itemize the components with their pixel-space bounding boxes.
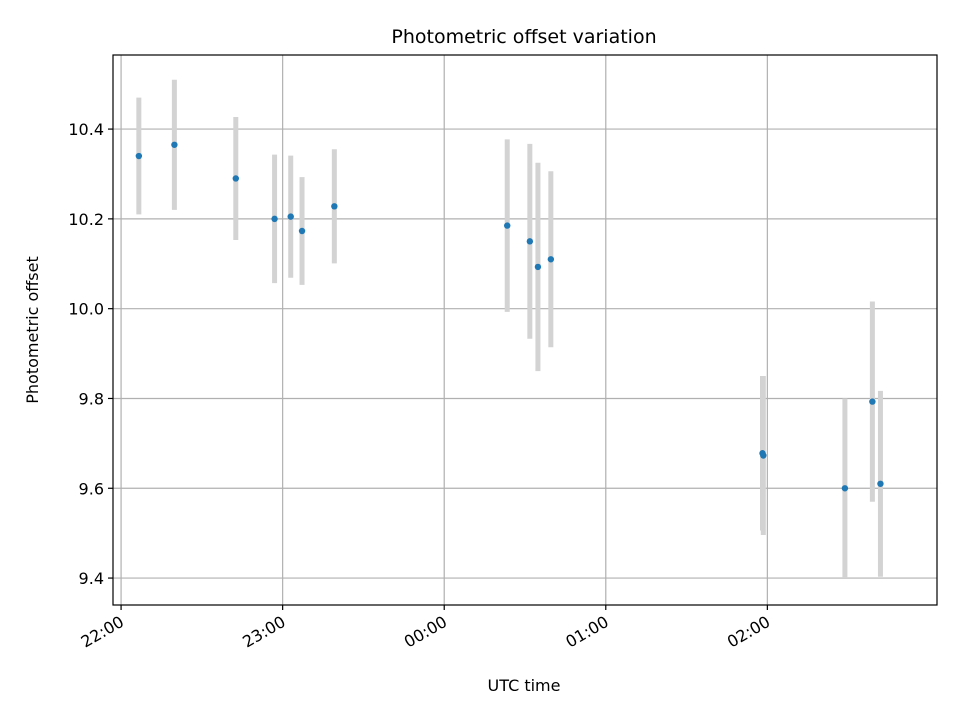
y-axis-label: Photometric offset <box>23 256 42 404</box>
data-point <box>547 256 555 263</box>
plot-frame <box>112 54 938 606</box>
x-axis-label: UTC time <box>488 676 561 695</box>
x-tick-label: 02:00 <box>724 612 773 652</box>
data-point <box>232 175 239 182</box>
y-tick-label: 10.0 <box>68 300 104 319</box>
data-points <box>135 141 884 492</box>
data-point <box>171 141 178 148</box>
data-point <box>298 227 306 235</box>
x-tick-label: 00:00 <box>401 612 450 652</box>
data-point <box>331 203 338 210</box>
data-point <box>760 452 767 459</box>
y-tick-label: 9.6 <box>79 479 104 498</box>
x-tick-label: 01:00 <box>562 612 611 652</box>
data-point <box>504 222 511 229</box>
y-tick-label: 10.2 <box>68 210 104 229</box>
y-tick-label: 9.4 <box>79 569 104 588</box>
x-axis-ticks: 22:00 23:00 00:00 01:00 02:00 <box>78 605 773 652</box>
x-tick-label: 23:00 <box>239 612 288 652</box>
data-point <box>877 480 884 487</box>
y-tick-label: 10.4 <box>68 120 104 139</box>
data-point <box>135 152 143 160</box>
data-point <box>841 485 849 492</box>
data-point <box>869 398 876 405</box>
chart-title: Photometric offset variation <box>391 26 656 48</box>
y-axis-ticks: 9.4 9.6 9.8 10.0 10.2 10.4 <box>68 120 113 588</box>
data-point <box>526 238 534 245</box>
grid <box>113 55 937 605</box>
data-point <box>534 263 542 271</box>
data-point <box>287 213 294 220</box>
y-tick-label: 9.8 <box>79 389 104 408</box>
error-bars <box>136 79 883 579</box>
data-point <box>271 215 278 223</box>
x-tick-label: 22:00 <box>78 612 127 652</box>
